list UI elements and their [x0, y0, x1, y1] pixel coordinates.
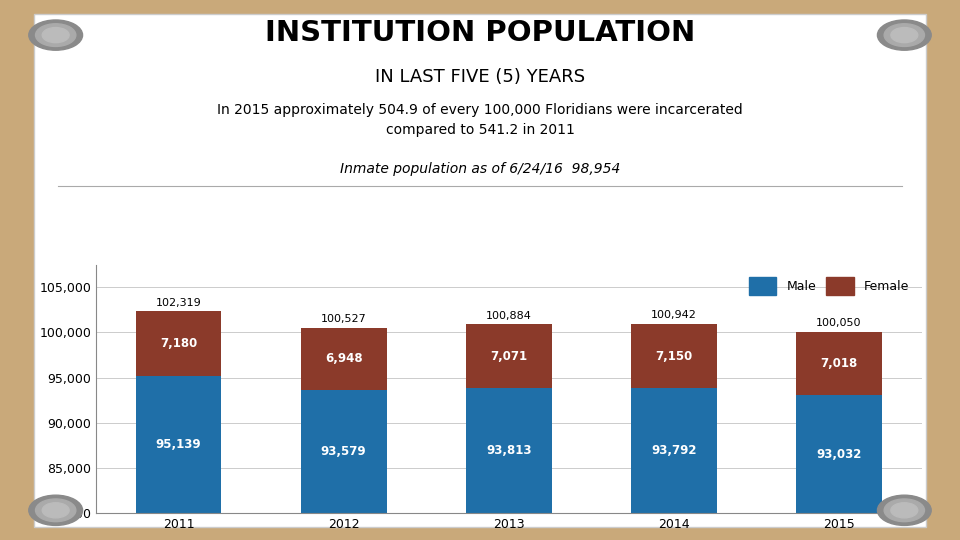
Text: 7,150: 7,150 — [656, 349, 692, 363]
Bar — [631, 388, 717, 540]
Text: 100,050: 100,050 — [816, 318, 862, 328]
Text: 93,579: 93,579 — [321, 445, 367, 458]
Bar — [135, 376, 222, 540]
Bar — [135, 312, 222, 376]
Text: 102,319: 102,319 — [156, 298, 202, 308]
Bar — [631, 324, 717, 388]
Bar — [300, 390, 387, 540]
Legend: Male, Female: Male, Female — [743, 271, 915, 301]
Bar — [466, 325, 552, 388]
Text: 93,792: 93,792 — [651, 444, 697, 457]
Text: 100,527: 100,527 — [321, 314, 367, 324]
Text: 6,948: 6,948 — [324, 353, 363, 366]
Text: 7,018: 7,018 — [821, 357, 857, 370]
Text: 93,032: 93,032 — [816, 448, 862, 461]
Bar — [300, 328, 387, 390]
Text: In 2015 approximately 504.9 of every 100,000 Floridians were incarcerated
compar: In 2015 approximately 504.9 of every 100… — [217, 103, 743, 137]
Bar — [466, 388, 552, 540]
Text: IN LAST FIVE (5) YEARS: IN LAST FIVE (5) YEARS — [375, 68, 585, 85]
Text: 93,813: 93,813 — [486, 444, 532, 457]
Text: 7,071: 7,071 — [491, 350, 527, 363]
Text: Inmate population as of 6/24/16  98,954: Inmate population as of 6/24/16 98,954 — [340, 162, 620, 176]
Text: 100,942: 100,942 — [651, 310, 697, 320]
Text: 100,884: 100,884 — [486, 310, 532, 321]
Text: 7,180: 7,180 — [160, 338, 197, 350]
Text: 95,139: 95,139 — [156, 438, 202, 451]
Bar — [796, 332, 882, 395]
Text: INSTITUTION POPULATION: INSTITUTION POPULATION — [265, 19, 695, 47]
Bar — [796, 395, 882, 540]
